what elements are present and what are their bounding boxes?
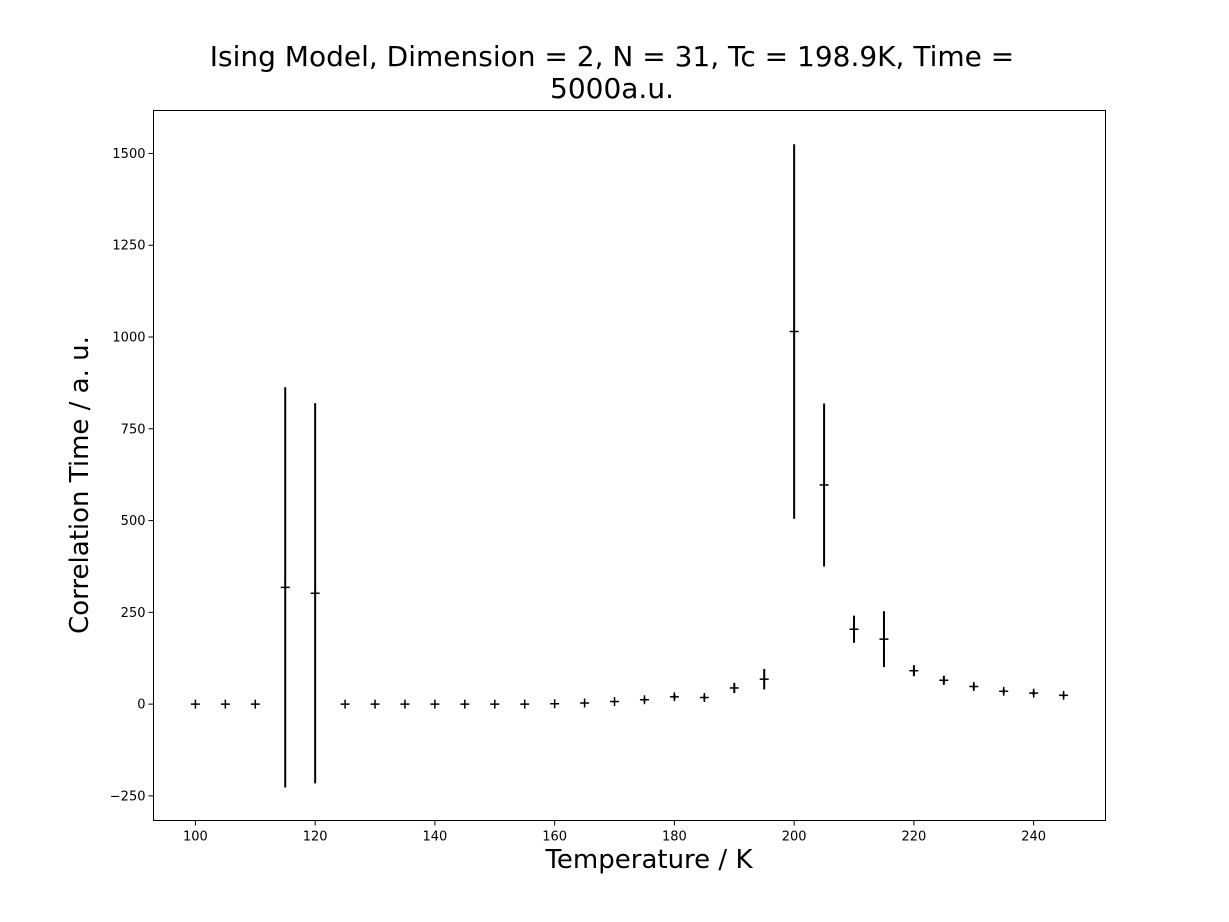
y-tick-label: 500	[121, 514, 146, 529]
y-tick-label: 750	[121, 422, 146, 437]
data-point	[400, 699, 410, 709]
data-point	[250, 699, 260, 709]
x-tick-label: 200	[782, 830, 807, 845]
data-point	[310, 588, 320, 598]
y-tick-label: 250	[121, 606, 146, 621]
x-tick-label: 100	[183, 830, 208, 845]
data-point	[729, 683, 739, 693]
data-point	[879, 634, 889, 644]
y-axis: −250 0 250 500 750 1000 1250 1500	[110, 147, 154, 804]
x-tick-label: 140	[422, 830, 447, 845]
data-point	[370, 699, 380, 709]
y-tick-label: 1250	[112, 239, 145, 254]
data-point	[819, 480, 829, 490]
x-tick-label: 160	[542, 830, 567, 845]
y-tick-label: 1500	[112, 147, 145, 162]
chart-title-line1: Ising Model, Dimension = 2, N = 31, Tc =…	[210, 40, 1014, 73]
data-point	[520, 699, 530, 709]
data-point	[220, 699, 230, 709]
y-tick-label: 1000	[112, 331, 145, 346]
data-point	[669, 692, 679, 702]
data-point	[789, 327, 799, 337]
x-axis-label: Temperature / K	[544, 845, 753, 875]
data-point	[610, 697, 620, 707]
data-point	[550, 699, 560, 709]
data-point	[460, 699, 470, 709]
data-point	[580, 698, 590, 708]
data-point	[969, 682, 979, 692]
data-point	[340, 699, 350, 709]
data-point	[490, 699, 500, 709]
x-tick-label: 120	[303, 830, 328, 845]
data-point	[849, 624, 859, 634]
data-point	[1059, 690, 1069, 700]
x-tick-label: 180	[662, 830, 687, 845]
x-tick-label: 240	[1021, 830, 1046, 845]
data-point	[639, 695, 649, 705]
data-point	[909, 666, 919, 676]
data-point	[699, 693, 709, 703]
y-axis-label: Correlation Time / a. u.	[65, 336, 95, 634]
data-point	[1029, 688, 1039, 698]
data-point	[280, 582, 290, 592]
x-axis: 100 120 140 160 180 200 220 240	[183, 820, 1046, 845]
y-tick-label: 0	[137, 698, 145, 713]
plot-frame	[153, 110, 1106, 821]
data-point	[759, 674, 769, 684]
data-point	[190, 699, 200, 709]
data-series	[190, 144, 1069, 788]
chart-title-line2: 5000a.u.	[550, 72, 674, 105]
x-tick-label: 220	[901, 830, 926, 845]
y-tick-label: −250	[110, 789, 146, 804]
data-point	[999, 686, 1009, 696]
data-point	[939, 675, 949, 685]
data-point	[430, 699, 440, 709]
